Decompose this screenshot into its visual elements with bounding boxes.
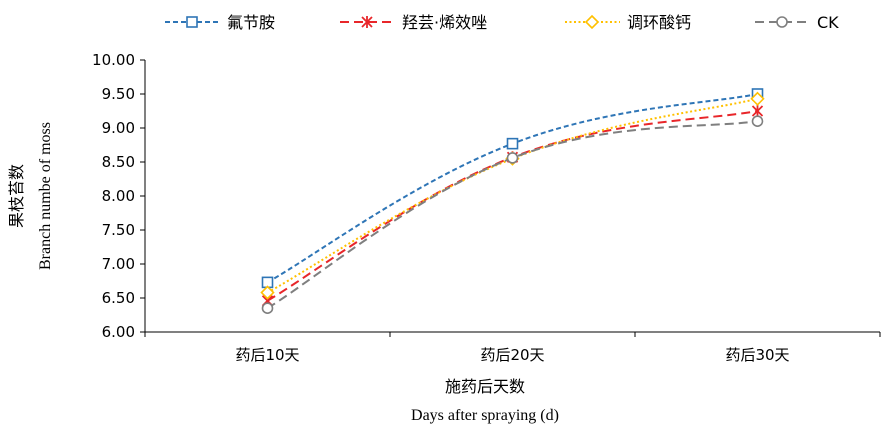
series-3 xyxy=(260,91,765,300)
y-tick-label: 9.00 xyxy=(102,119,135,137)
y-tick-label: 10.00 xyxy=(92,51,135,69)
data-point xyxy=(260,285,275,300)
y-tick-label: 8.00 xyxy=(102,187,135,205)
legend-label: CK xyxy=(817,13,839,32)
y-tick-label: 9.50 xyxy=(102,85,135,103)
legend-swatch-marker xyxy=(584,14,600,30)
legend-label: 调环酸钙 xyxy=(627,13,691,32)
series-line xyxy=(267,93,758,284)
x-axis-title-en: Days after spraying (d) xyxy=(411,407,559,424)
legend-label: 氟节胺 xyxy=(227,13,275,32)
legend-label: 羟芸·烯效唑 xyxy=(402,13,487,32)
y-tick-label: 7.00 xyxy=(102,255,135,273)
series-line xyxy=(267,97,758,294)
data-point xyxy=(751,105,764,117)
data-point xyxy=(261,302,274,315)
y-tick-label: 6.00 xyxy=(102,323,135,341)
legend-item: 氟节胺 xyxy=(165,13,275,32)
data-point xyxy=(750,91,765,106)
y-tick-label: 6.50 xyxy=(102,289,135,307)
legend-item: 羟芸·烯效唑 xyxy=(340,13,487,32)
x-tick-label: 药后20天 xyxy=(480,346,544,364)
series-2 xyxy=(261,105,764,307)
y-axis: 6.00 6.50 7.00 7.50 8.00 8.50 9.00 9.50 10.00 xyxy=(92,51,146,341)
legend-item: CK xyxy=(755,13,839,32)
legend: 氟节胺 羟芸·烯效唑 调环酸钙 CK xyxy=(165,13,839,32)
y-axis-title-en: Branch numbe of moss xyxy=(37,122,54,270)
x-axis: 药后10天 药后20天 药后30天 xyxy=(144,331,881,364)
x-tick-label: 药后10天 xyxy=(235,346,299,364)
legend-swatch-marker xyxy=(776,16,788,28)
y-tick-label: 8.50 xyxy=(102,153,135,171)
data-point xyxy=(506,152,519,164)
legend-swatch-marker xyxy=(186,16,198,28)
data-point xyxy=(506,137,519,150)
x-tick-label: 药后30天 xyxy=(725,346,789,364)
legend-item: 调环酸钙 xyxy=(565,13,691,32)
x-axis-title-cn: 施药后天数 xyxy=(445,377,525,396)
series-4 xyxy=(261,115,764,315)
y-tick-label: 7.50 xyxy=(102,221,135,239)
y-axis-title-cn: 果枝苔数 xyxy=(7,164,26,228)
series-layer xyxy=(260,88,765,315)
legend-swatch-marker xyxy=(361,16,373,28)
data-point xyxy=(751,115,764,127)
